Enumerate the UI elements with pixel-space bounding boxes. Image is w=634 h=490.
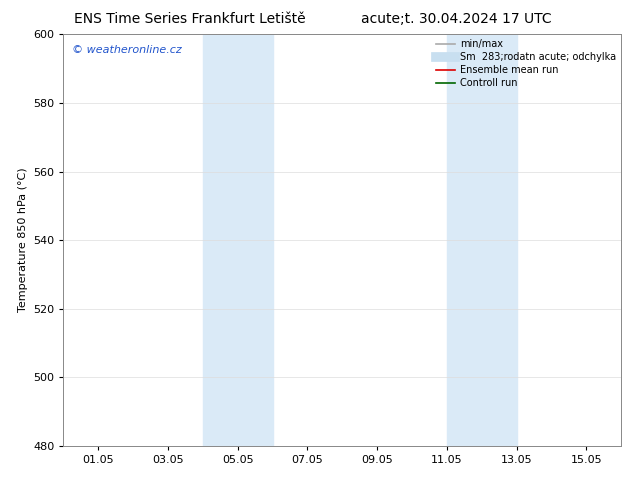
Legend: min/max, Sm  283;rodatn acute; odchylka, Ensemble mean run, Controll run: min/max, Sm 283;rodatn acute; odchylka, …	[436, 39, 616, 88]
Bar	[203, 34, 273, 446]
Bar	[447, 34, 517, 446]
Text: acute;t. 30.04.2024 17 UTC: acute;t. 30.04.2024 17 UTC	[361, 12, 552, 26]
Y-axis label: Temperature 850 hPa (°C): Temperature 850 hPa (°C)	[18, 168, 27, 313]
Text: ENS Time Series Frankfurt Letiště: ENS Time Series Frankfurt Letiště	[74, 12, 306, 26]
Text: © weatheronline.cz: © weatheronline.cz	[72, 45, 181, 54]
